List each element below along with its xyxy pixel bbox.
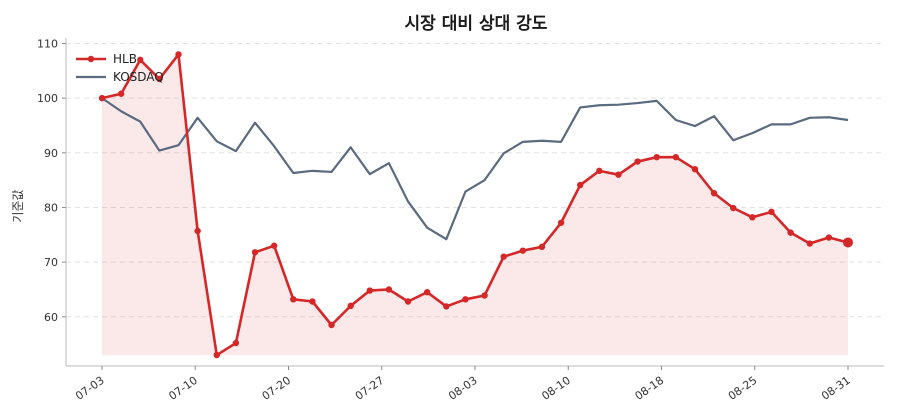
x-tick-label: 07-27 — [353, 374, 387, 403]
hlb-point — [615, 171, 622, 178]
hlb-point — [443, 303, 450, 310]
x-tick-label: 08-03 — [446, 374, 480, 403]
hlb-point — [156, 75, 163, 83]
hlb-point — [768, 208, 775, 216]
x-tick-label: 08-25 — [726, 374, 760, 403]
x-tick-label: 08-31 — [819, 374, 853, 403]
hlb-point — [328, 321, 335, 329]
y-tick-label: 110 — [37, 37, 58, 50]
hlb-point — [366, 287, 373, 294]
y-tick-label: 90 — [44, 147, 58, 160]
hlb-point — [309, 298, 316, 305]
hlb-point — [825, 234, 833, 241]
hlb-point — [270, 242, 278, 249]
x-tick-label: 07-20 — [260, 374, 294, 403]
legend-kosdaq-label: KOSDAQ — [113, 70, 164, 84]
y-tick-label: 70 — [44, 256, 58, 269]
hlb-point — [232, 339, 240, 347]
series-lines — [98, 51, 853, 359]
hlb-point — [577, 181, 584, 189]
hlb-point — [462, 296, 469, 303]
x-tick-label: 08-10 — [539, 374, 573, 403]
hlb-point — [175, 51, 182, 58]
hlb-point — [385, 286, 393, 293]
hlb-point — [194, 227, 201, 235]
y-tick-label: 100 — [37, 92, 58, 105]
hlb-point — [519, 247, 527, 254]
hlb-point — [347, 302, 354, 310]
hlb-last-point — [843, 237, 853, 248]
kosdaq-line — [101, 97, 849, 241]
hlb-point — [634, 158, 641, 165]
hlb-point — [481, 292, 488, 299]
hlb-point — [806, 240, 813, 247]
hlb-point — [710, 190, 718, 197]
hlb-line — [101, 53, 849, 357]
hlb-point — [691, 166, 699, 173]
hlb-point — [98, 94, 106, 102]
hlb-point — [404, 298, 412, 305]
hlb-point — [557, 219, 565, 226]
hlb-point — [672, 153, 680, 161]
axes — [62, 38, 884, 370]
hlb-area-fill — [102, 54, 848, 356]
legend: HLB KOSDAQ — [76, 52, 164, 84]
hlb-point — [653, 153, 660, 161]
legend-hlb-label: HLB — [113, 52, 137, 66]
hlb-point — [596, 167, 603, 175]
legend-hlb-marker — [87, 55, 95, 63]
hlb-point — [500, 253, 507, 260]
hlb-point — [749, 214, 756, 221]
chart-title: 시장 대비 상대 강도 — [405, 14, 548, 34]
y-tick-label: 80 — [44, 201, 58, 214]
hlb-point — [787, 229, 794, 236]
hlb-point — [137, 56, 144, 64]
x-tick-label: 08-18 — [633, 374, 667, 403]
hlb-point — [730, 204, 737, 212]
y-tick-label: 60 — [44, 311, 58, 324]
hlb-area — [102, 54, 848, 356]
x-tick-label: 07-03 — [73, 374, 107, 403]
hlb-point — [213, 351, 220, 359]
hlb-point — [538, 243, 546, 251]
hlb-point — [251, 249, 259, 256]
hlb-point — [117, 90, 125, 97]
hlb-point — [290, 296, 297, 303]
hlb-point — [423, 289, 431, 296]
x-tick-label: 07-10 — [166, 374, 200, 403]
y-axis-label: 기준값 — [11, 189, 25, 222]
